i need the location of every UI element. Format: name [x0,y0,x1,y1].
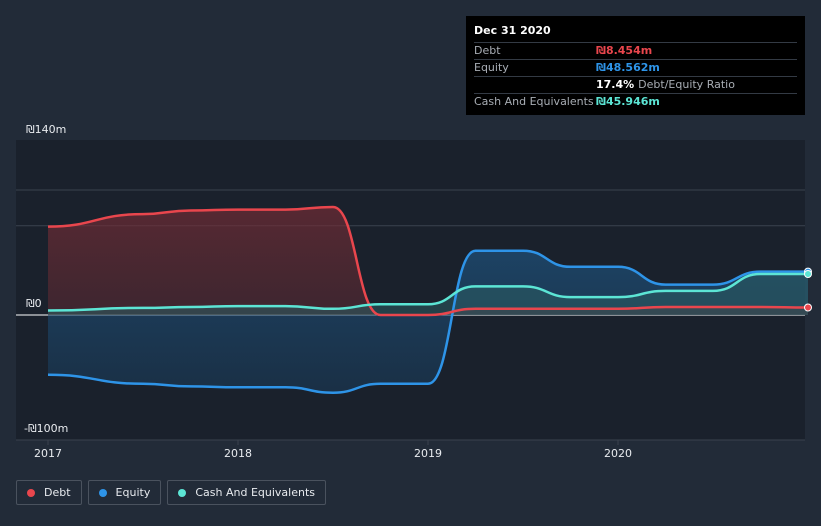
legend-debt-label: Debt [44,486,71,499]
tooltip-row-ratio: 17.4% Debt/Equity Ratio [474,76,797,93]
chart-legend: Debt Equity Cash And Equivalents [16,480,326,507]
series-lines [47,205,809,394]
tooltip-row-equity: Equity ₪48.562m [474,59,797,76]
end-markers [804,267,812,312]
tooltip-ratio-spacer [474,77,596,93]
x-tick-label: 2019 [414,447,442,460]
area-equity [48,250,808,393]
line-cash-and-equivalents [47,272,808,312]
tooltip-cash-value: ₪45.946m [596,95,660,108]
tooltip-cash-label: Cash And Equivalents [474,95,594,108]
y-tick-label: ₪0 [26,297,42,310]
tooltip-row-cash: Cash And Equivalents ₪45.946m [474,93,797,110]
marker-debt [804,303,812,312]
x-tick-label: 2020 [604,447,632,460]
debt-dot-icon [27,488,35,497]
area-cash-and-equivalents [48,274,808,315]
tooltip-panel: Dec 31 2020 Debt ₪8.454m Equity ₪48.562m… [466,16,805,115]
tooltip-row-debt: Debt ₪8.454m [474,42,797,59]
equity-dot-icon [98,488,107,497]
tooltip-equity-value: ₪48.562m [596,61,660,74]
tooltip-ratio-label: Debt/Equity Ratio [638,78,735,91]
marker-cash-and-equivalents [804,270,812,278]
line-equity [47,249,808,394]
tooltip-debt-value: ₪8.454m [596,44,653,57]
legend-item-cash[interactable]: Cash And Equivalents [167,480,326,505]
legend-equity-label: Equity [115,486,151,499]
legend-item-equity[interactable]: Equity [87,480,162,505]
y-tick-label: ₪140m [26,123,66,136]
tooltip-debt-label: Debt [474,44,501,57]
cash-dot-icon [178,488,187,497]
line-debt [47,205,809,317]
x-tick-label: 2017 [34,447,62,460]
tooltip-date: Dec 31 2020 [474,24,551,37]
x-axis-ticks: 2017 2018 2019 2020 [34,440,632,460]
legend-item-debt[interactable]: Debt [16,480,82,505]
tooltip-ratio-value: 17.4% [596,78,635,91]
legend-cash-label: Cash And Equivalents [195,486,315,499]
series-areas [48,207,808,393]
x-tick-label: 2018 [224,447,252,460]
y-axis-ticks: ₪140m ₪0 -₪100m [24,123,68,435]
area-debt [48,207,808,315]
tooltip-equity-label: Equity [474,61,509,74]
y-tick-label: -₪100m [24,422,68,435]
